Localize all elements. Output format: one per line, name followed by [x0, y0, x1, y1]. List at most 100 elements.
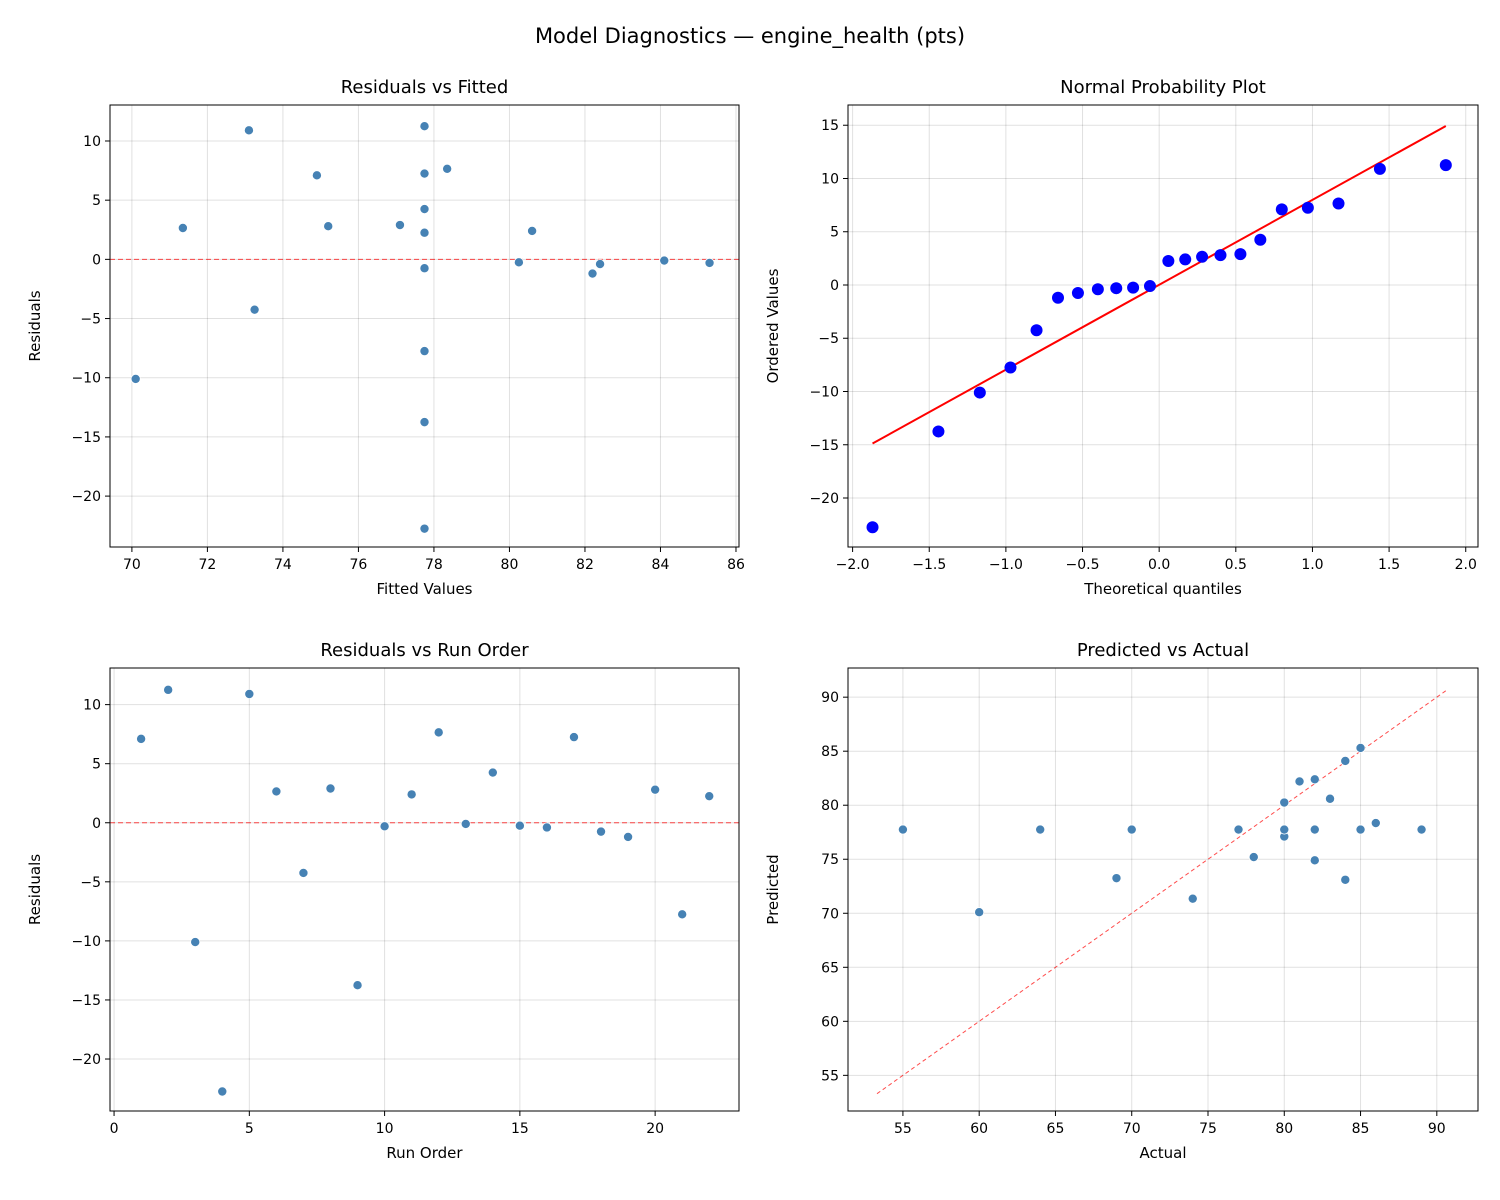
data-point: [677, 909, 688, 920]
data-point: [650, 784, 661, 795]
data-point: [406, 789, 417, 800]
data-point: [1355, 742, 1366, 753]
data-point: [460, 818, 471, 829]
y-tick-label: 60: [821, 1014, 839, 1030]
x-tick-label: 85: [1352, 1121, 1370, 1137]
data-point: [1179, 253, 1192, 266]
x-tick-label: 20: [646, 1121, 664, 1137]
x-tick-label: 0.0: [1148, 557, 1170, 573]
data-point: [595, 259, 606, 270]
x-tick-label: 75: [1199, 1121, 1217, 1137]
data-point: [419, 346, 430, 357]
x-tick-label: 10: [376, 1121, 394, 1137]
axes-frame: [109, 104, 740, 548]
data-point: [1214, 249, 1227, 262]
y-tick-label: 10: [83, 134, 101, 150]
y-tick-label: 0: [92, 816, 101, 832]
data-point: [1439, 159, 1452, 172]
data-point: [1004, 361, 1017, 374]
data-point: [527, 225, 538, 236]
x-axis-label: Run Order: [386, 1144, 463, 1162]
data-point: [379, 821, 390, 832]
data-point: [704, 257, 715, 268]
data-point: [1196, 250, 1209, 263]
data-point: [1233, 824, 1244, 835]
data-point: [419, 227, 430, 238]
y-tick-label: −20: [71, 489, 101, 505]
x-tick-label: 5: [245, 1121, 254, 1137]
y-tick-label: −10: [71, 371, 101, 387]
data-point: [1294, 776, 1305, 787]
y-tick-label: −5: [818, 331, 839, 347]
y-tick-label: −20: [71, 1052, 101, 1068]
x-tick-label: −1.0: [989, 557, 1023, 573]
data-point: [487, 767, 498, 778]
x-tick-label: 76: [350, 557, 368, 573]
x-tick-label: 1.5: [1378, 557, 1400, 573]
subplot-title: Residuals vs Run Order: [320, 640, 529, 661]
data-point: [623, 831, 634, 842]
x-axis-label: Theoretical quantiles: [1083, 580, 1242, 598]
x-tick-label: 80: [501, 557, 519, 573]
x-tick-label: 80: [1275, 1121, 1293, 1137]
y-tick-label: −15: [71, 430, 101, 446]
data-point: [1127, 281, 1140, 294]
data-point: [244, 688, 255, 699]
data-point: [163, 684, 174, 695]
identity-reference-line: [876, 689, 1448, 1095]
data-point: [513, 257, 524, 268]
data-point: [541, 822, 552, 833]
x-tick-label: 86: [727, 557, 745, 573]
data-point: [1071, 286, 1084, 299]
x-tick-label: −0.5: [1066, 557, 1100, 573]
data-point: [217, 1086, 228, 1097]
x-tick-label: 15: [511, 1121, 529, 1137]
data-point: [1301, 201, 1314, 214]
fit-line: [872, 125, 1447, 445]
x-tick-label: 65: [1047, 1121, 1065, 1137]
y-tick-label: −15: [809, 438, 839, 454]
y-tick-label: 70: [821, 906, 839, 922]
x-tick-label: 82: [576, 557, 594, 573]
data-point: [323, 221, 334, 232]
x-tick-label: 2.0: [1455, 557, 1477, 573]
data-point: [325, 783, 336, 794]
data-point: [1052, 291, 1064, 304]
y-tick-label: 10: [821, 171, 839, 187]
data-point: [419, 204, 430, 215]
data-point: [352, 980, 363, 991]
data-point: [1248, 852, 1259, 863]
x-tick-label: 1.0: [1301, 557, 1323, 573]
data-point: [249, 304, 260, 315]
axes-frame: [847, 667, 1479, 1112]
data-point: [1111, 873, 1122, 884]
data-point: [298, 867, 309, 878]
y-tick-label: 80: [821, 798, 839, 814]
y-tick-label: 5: [92, 193, 101, 209]
data-point: [1275, 203, 1288, 216]
data-point: [1309, 774, 1320, 785]
data-point: [394, 220, 405, 231]
data-point: [596, 826, 607, 837]
y-tick-label: 65: [821, 960, 839, 976]
x-tick-label: 70: [1123, 1121, 1141, 1137]
y-tick-label: −5: [80, 312, 101, 328]
data-point: [897, 824, 908, 835]
data-point: [1370, 818, 1381, 829]
y-axis-label: Ordered Values: [764, 268, 782, 383]
data-point: [419, 121, 430, 132]
data-point: [1340, 874, 1351, 885]
x-tick-label: 90: [1428, 1121, 1446, 1137]
subplot-title: Residuals vs Fitted: [341, 77, 509, 98]
y-tick-label: 85: [821, 744, 839, 760]
data-point: [1355, 824, 1366, 835]
data-point: [1143, 280, 1156, 293]
data-point: [1309, 855, 1320, 866]
data-point: [419, 523, 430, 534]
data-point: [1187, 893, 1198, 904]
data-point: [1325, 793, 1336, 804]
x-tick-label: 72: [198, 557, 216, 573]
data-point: [974, 907, 985, 918]
data-point: [514, 820, 525, 831]
data-point: [130, 373, 141, 384]
